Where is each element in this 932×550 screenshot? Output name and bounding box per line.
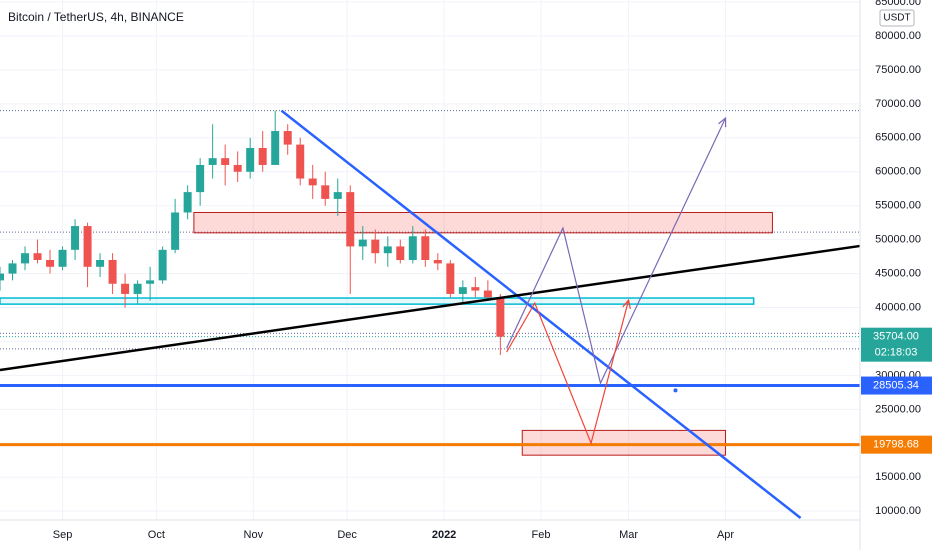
candle-body <box>121 283 130 294</box>
candle-body <box>258 147 267 165</box>
price-badge <box>861 376 932 395</box>
candle-body <box>146 280 155 284</box>
countdown-label: 02:18:03 <box>875 347 918 359</box>
marker-point <box>673 388 678 393</box>
x-tick-label: Mar <box>619 529 638 541</box>
chart-title: Bitcoin / TetherUS, 4h, BINANCE <box>8 10 184 24</box>
y-tick-label: 75000.00 <box>875 64 921 76</box>
candle-body <box>133 283 142 294</box>
y-tick-label: 25000.00 <box>875 403 921 415</box>
y-tick-label: 55000.00 <box>875 200 921 212</box>
y-tick-label: 40000.00 <box>875 301 921 313</box>
candle-body <box>396 246 405 260</box>
projection-path <box>506 299 630 446</box>
candle-body <box>383 246 392 254</box>
zone-box <box>193 211 773 234</box>
price-badge <box>861 327 932 362</box>
candle-body <box>496 297 505 337</box>
x-tick-label: Dec <box>337 529 357 541</box>
candle-body <box>271 131 280 165</box>
candle-body <box>183 192 192 213</box>
arrow-head <box>718 116 727 128</box>
x-tick-label: Apr <box>717 529 734 541</box>
candle-body <box>483 290 492 298</box>
y-tick-label: 10000.00 <box>875 505 921 517</box>
candle-body <box>8 263 17 274</box>
candle-body <box>46 260 55 267</box>
candle-body <box>408 236 417 260</box>
price-badge-label: 19798.68 <box>873 439 919 451</box>
candle-body <box>108 260 117 284</box>
price-axis <box>860 0 932 550</box>
currency-badge[interactable] <box>879 9 915 27</box>
candle-body <box>33 253 42 260</box>
candle-body <box>333 192 342 199</box>
candle-body <box>321 185 330 199</box>
price-badge-label: 35704.00 <box>873 331 919 343</box>
candle-body <box>471 287 480 291</box>
plot-area <box>0 0 867 520</box>
arrow-head <box>622 298 631 310</box>
trendline <box>0 243 867 372</box>
x-tick-label: Oct <box>148 529 165 541</box>
candle-body <box>421 236 430 260</box>
support-band <box>0 297 755 305</box>
trendline <box>280 109 802 519</box>
candle-body <box>296 144 305 179</box>
y-tick-label: 45000.00 <box>875 267 921 279</box>
candle-body <box>246 147 255 172</box>
candle-body <box>308 178 317 186</box>
y-tick-label: 70000.00 <box>875 98 921 110</box>
currency-label[interactable]: USDT <box>883 13 910 24</box>
candle-body <box>221 158 230 165</box>
candle-body <box>371 239 380 254</box>
y-tick-label: 60000.00 <box>875 166 921 178</box>
x-tick-label: Feb <box>532 529 551 541</box>
y-tick-label: 15000.00 <box>875 471 921 483</box>
candle-body <box>358 239 367 247</box>
y-tick-label: 85000.00 <box>875 0 921 8</box>
candle-body <box>171 212 180 250</box>
y-tick-label: 65000.00 <box>875 132 921 144</box>
candle-body <box>283 131 292 145</box>
x-tick-label: Nov <box>244 529 264 541</box>
price-badge <box>861 435 932 454</box>
candle-body <box>233 164 242 172</box>
projection-path <box>506 117 727 385</box>
y-tick-label: 80000.00 <box>875 30 921 42</box>
candle-body <box>0 273 4 281</box>
candle-body <box>346 192 355 247</box>
candle-body <box>458 287 467 294</box>
zone-box <box>521 429 727 456</box>
y-tick-label: 50000.00 <box>875 234 921 246</box>
candle-body <box>83 226 92 267</box>
x-tick-label: Sep <box>53 529 73 541</box>
candle-body <box>58 249 67 267</box>
price-badge-label: 28505.34 <box>873 379 919 391</box>
candle-body <box>446 263 455 294</box>
x-tick-label: 2022 <box>432 529 456 541</box>
candle-body <box>71 226 80 250</box>
candle-body <box>433 260 442 264</box>
candle-body <box>21 253 30 264</box>
candle-body <box>96 260 105 267</box>
candle-body <box>158 249 167 281</box>
candle-body <box>208 158 217 165</box>
axes: Sep Oct Nov Dec 2022 Feb Mar Apr 85000.00 80000.0… <box>53 0 932 541</box>
candle-body <box>196 164 205 193</box>
